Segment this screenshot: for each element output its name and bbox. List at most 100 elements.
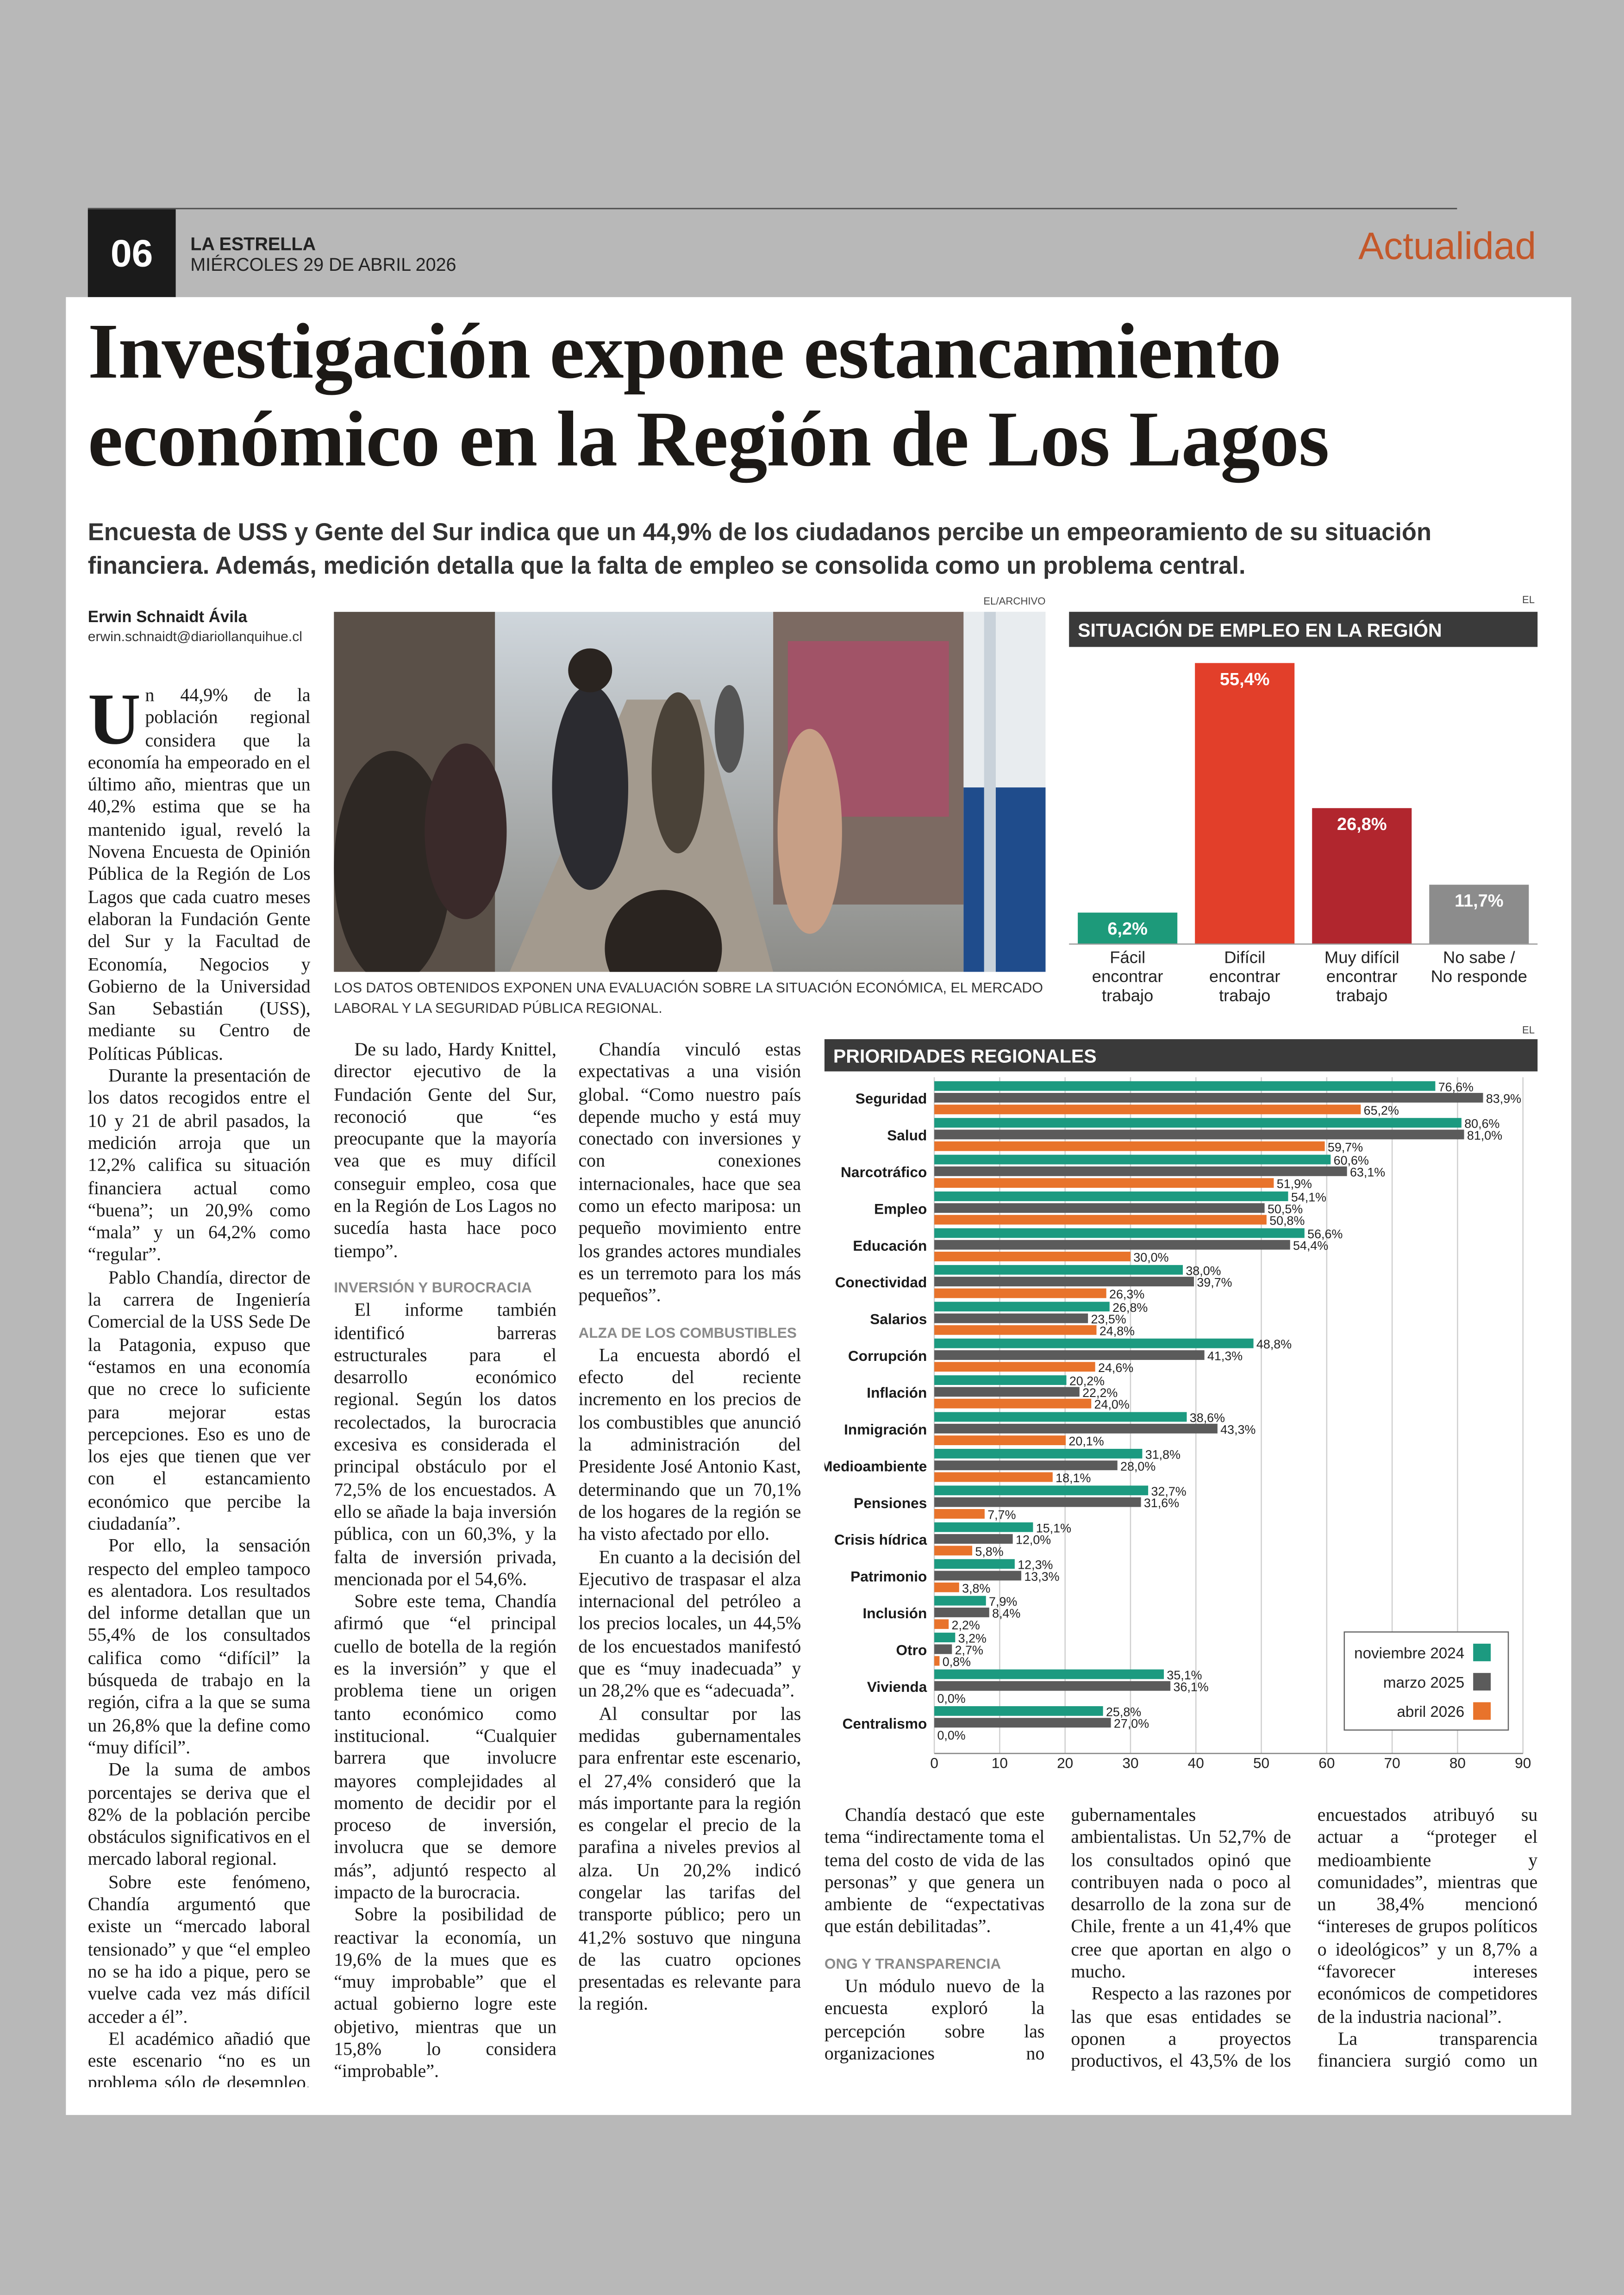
bar — [934, 1485, 1149, 1496]
category-label: Centralismo — [843, 1715, 927, 1732]
value-label: 25,8% — [1106, 1705, 1141, 1719]
category-label: Seguridad — [856, 1090, 927, 1107]
value-label: 27,0% — [1114, 1717, 1149, 1731]
value-label: 5,8% — [975, 1545, 1003, 1559]
bar — [934, 1313, 1088, 1323]
value-label: 50,8% — [1269, 1214, 1305, 1228]
bar — [934, 1338, 1254, 1348]
bar — [934, 1350, 1205, 1360]
bar — [934, 1633, 956, 1642]
value-label: 55,4% — [1220, 670, 1270, 689]
value-label: 39,7% — [1197, 1276, 1232, 1290]
child — [605, 890, 722, 972]
category-label: Fácil encontrar trabajo — [1092, 950, 1163, 1006]
bar — [934, 1375, 1067, 1385]
value-label: 12,0% — [1016, 1533, 1051, 1547]
page-number: 06 — [87, 209, 176, 297]
bar — [934, 1412, 1187, 1422]
bar — [934, 1129, 1464, 1140]
bar — [934, 1141, 1325, 1151]
bar — [934, 1706, 1103, 1716]
value-label: 32,7% — [1151, 1484, 1186, 1498]
value-label: 23,5% — [1091, 1312, 1126, 1326]
value-label: 28,0% — [1120, 1459, 1156, 1473]
value-label: 20,2% — [1069, 1374, 1105, 1388]
value-label: 63,1% — [1350, 1165, 1385, 1179]
subheading: ONG Y TRANSPARENCIA — [824, 1956, 1001, 1973]
value-label: 8,4% — [992, 1606, 1020, 1620]
value-label: 36,1% — [1174, 1680, 1209, 1694]
paragraph: Chandía vinculó estas expectativas a una… — [578, 1039, 801, 1306]
category-label: Medioambiente — [824, 1458, 927, 1474]
bar — [1429, 885, 1529, 944]
value-label: 51,9% — [1277, 1177, 1312, 1191]
bar — [934, 1607, 989, 1617]
value-label: 38,0% — [1186, 1264, 1221, 1278]
bar — [934, 1460, 1118, 1471]
paragraph: El informe también identificó barreras e… — [334, 1300, 557, 1590]
x-tick-label: 60 — [1318, 1755, 1335, 1771]
paragraph: Al consultar por las medidas gubernament… — [578, 1703, 801, 2015]
bar — [934, 1571, 1022, 1581]
value-label: 80,6% — [1464, 1117, 1499, 1131]
value-label: 0,0% — [937, 1728, 965, 1742]
category-label: Narcotráfico — [841, 1164, 927, 1180]
bar — [934, 1288, 1106, 1298]
paragraph: Un 44,9% de la población regional consid… — [87, 685, 311, 1064]
value-label: 50,5% — [1268, 1202, 1303, 1216]
category-label: Corrupción — [848, 1347, 927, 1364]
bar — [934, 1240, 1290, 1250]
value-label: 38,6% — [1190, 1411, 1225, 1425]
bar — [934, 1166, 1347, 1176]
category-label: Empleo — [874, 1200, 927, 1217]
value-label: 2,7% — [955, 1643, 983, 1657]
bar — [934, 1559, 1015, 1569]
bar — [934, 1252, 1131, 1261]
category-label: No sabe / No responde — [1430, 950, 1527, 987]
legend-swatch — [1473, 1643, 1491, 1661]
bar — [934, 1387, 1080, 1397]
value-label: 31,8% — [1145, 1447, 1181, 1461]
value-label: 0,8% — [943, 1655, 971, 1669]
category-label: Inclusión — [863, 1605, 927, 1621]
bar — [1195, 663, 1295, 944]
bar — [934, 1228, 1305, 1238]
bar — [934, 1435, 1066, 1446]
value-label: 54,4% — [1293, 1239, 1328, 1253]
bar — [934, 1081, 1436, 1091]
value-label: 65,2% — [1364, 1104, 1399, 1117]
paragraph: Sobre la posibilidad de reactivar la eco… — [334, 1904, 557, 2082]
value-label: 31,6% — [1144, 1496, 1179, 1510]
bar — [934, 1118, 1462, 1128]
x-tick-label: 30 — [1122, 1755, 1138, 1771]
value-label: 20,1% — [1068, 1434, 1104, 1448]
article-columns: Chandía destacó que este tema “indirecta… — [824, 1805, 1537, 2087]
category-label: Inflación — [867, 1384, 927, 1401]
value-label: 83,9% — [1486, 1092, 1521, 1106]
category-label: Vivienda — [867, 1678, 927, 1695]
header-rule — [87, 208, 1457, 210]
value-label: 24,6% — [1098, 1361, 1133, 1375]
sidewalk — [509, 699, 774, 972]
bar — [934, 1265, 1183, 1275]
paragraph: Sobre este tema, Chandía afirmó que “el … — [334, 1591, 557, 1903]
person-distant — [714, 685, 744, 773]
bar — [934, 1448, 1143, 1459]
bar — [934, 1522, 1033, 1532]
value-label: 15,1% — [1036, 1521, 1071, 1535]
value-label: 3,2% — [958, 1632, 987, 1646]
value-label: 56,6% — [1307, 1227, 1343, 1241]
bar — [934, 1203, 1265, 1213]
bar — [1078, 912, 1178, 944]
value-label: 35,1% — [1167, 1668, 1202, 1682]
bar — [934, 1093, 1483, 1103]
paragraph: Respecto a las razones por las que esas … — [1071, 1804, 1538, 2072]
bar — [934, 1215, 1267, 1225]
bar — [934, 1534, 1013, 1544]
paragraph: De su lado, Hardy Knittel, director ejec… — [334, 1039, 557, 1261]
value-label: 7,9% — [989, 1595, 1017, 1609]
bar — [934, 1398, 1092, 1409]
x-tick-label: 50 — [1253, 1755, 1269, 1771]
bar — [934, 1656, 940, 1666]
article-columns: De su lado, Hardy Knittel, director ejec… — [334, 1039, 801, 2087]
